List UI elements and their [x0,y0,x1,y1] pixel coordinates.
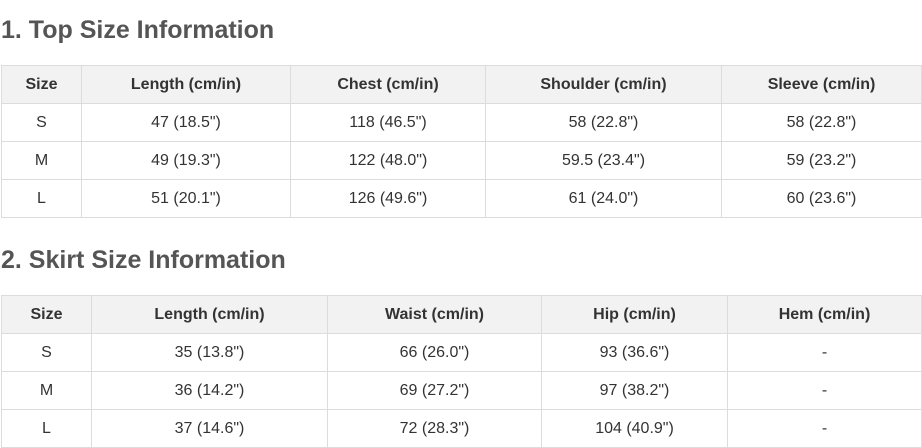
table-cell: 61 (24.0") [485,179,722,218]
table-cell: L [1,409,92,448]
table-cell: M [1,371,92,410]
table-cell: 122 (48.0") [290,141,486,180]
column-header: Hem (cm/in) [727,295,922,334]
table-row: M 36 (14.2") 69 (27.2") 97 (38.2") - [1,371,922,410]
table-cell: 49 (19.3") [81,141,291,180]
column-header: Length (cm/in) [81,65,291,104]
table-row: M 49 (19.3") 122 (48.0") 59.5 (23.4") 59 (23… [1,141,922,180]
table-cell: 51 (20.1") [81,179,291,218]
table-cell: - [727,371,922,410]
column-header: Hip (cm/in) [541,295,728,334]
column-header: Size [1,65,82,104]
table-cell: 66 (26.0") [327,333,542,372]
table-cell: 58 (22.8") [721,103,922,142]
column-header: Sleeve (cm/in) [721,65,922,104]
table-cell: S [1,103,82,142]
table-row: S 35 (13.8") 66 (26.0") 93 (36.6") - [1,333,922,372]
column-header: Length (cm/in) [91,295,328,334]
header-row: Size Length (cm/in) Chest (cm/in) Shoulder … [1,65,922,104]
table-cell: - [727,333,922,372]
table-cell: 97 (38.2") [541,371,728,410]
table-cell: 36 (14.2") [91,371,328,410]
table-cell: M [1,141,82,180]
table-cell: - [727,409,922,448]
table-cell: 93 (36.6") [541,333,728,372]
table-cell: 47 (18.5") [81,103,291,142]
column-header: Size [1,295,92,334]
table-cell: 72 (28.3") [327,409,542,448]
header-row: Size Length (cm/in) Waist (cm/in) Hip (cm/i… [1,295,922,334]
table-cell: L [1,179,82,218]
column-header: Waist (cm/in) [327,295,542,334]
table-cell: 104 (40.9") [541,409,728,448]
size-table: Size Length (cm/in) Chest (cm/in) Shoulder … [1,65,922,218]
table-row: S 47 (18.5") 118 (46.5") 58 (22.8") 58 (22.8… [1,103,922,142]
table-cell: 35 (13.8") [91,333,328,372]
table-cell: 118 (46.5") [290,103,486,142]
table-cell: 60 (23.6") [721,179,922,218]
table-cell: 69 (27.2") [327,371,542,410]
size-table: Size Length (cm/in) Waist (cm/in) Hip (cm/i… [1,295,922,448]
table-row: L 51 (20.1") 126 (49.6") 61 (24.0") 60 (23.6… [1,179,922,218]
table-cell: S [1,333,92,372]
table-cell: 58 (22.8") [485,103,722,142]
table-row: L 37 (14.6") 72 (28.3") 104 (40.9") - [1,409,922,448]
table-cell: 59 (23.2") [721,141,922,180]
table-cell: 37 (14.6") [91,409,328,448]
column-header: Shoulder (cm/in) [485,65,722,104]
table-cell: 59.5 (23.4") [485,141,722,180]
section-title: 2. Skirt Size Information [1,246,286,274]
section-title: 1. Top Size Information [1,16,275,44]
table-cell: 126 (49.6") [290,179,486,218]
column-header: Chest (cm/in) [290,65,486,104]
